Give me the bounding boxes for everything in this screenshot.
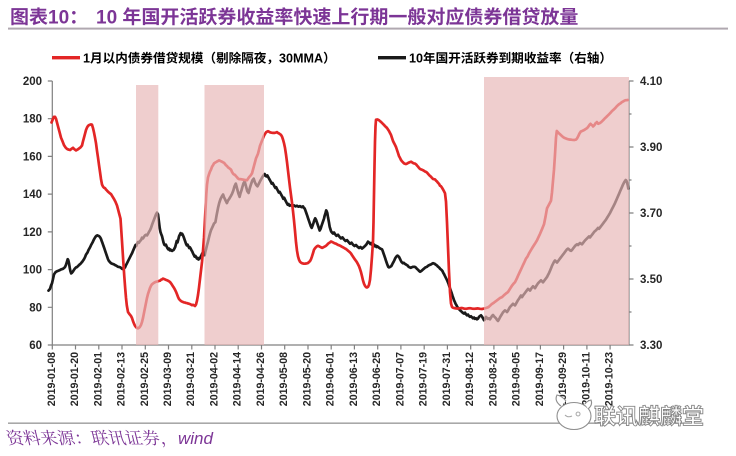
svg-text:2019-06-25: 2019-06-25	[371, 352, 383, 406]
svg-text:140: 140	[23, 189, 42, 201]
svg-text:2019-09-17: 2019-09-17	[534, 352, 546, 406]
svg-text:80: 80	[29, 302, 42, 314]
svg-text:2019-08-24: 2019-08-24	[487, 352, 499, 406]
svg-text:2019-05-08: 2019-05-08	[278, 352, 290, 406]
svg-text:60: 60	[29, 340, 42, 352]
svg-text:3.30: 3.30	[640, 340, 662, 352]
svg-text:wind: wind	[178, 429, 214, 448]
svg-text:2019-04-26: 2019-04-26	[255, 352, 267, 406]
svg-text:2019-07-31: 2019-07-31	[441, 352, 453, 406]
svg-text:2019-10-11: 2019-10-11	[580, 352, 592, 406]
svg-text:2019-03-09: 2019-03-09	[162, 352, 174, 406]
svg-text:10: 10	[96, 8, 117, 29]
svg-text:2019-02-13: 2019-02-13	[116, 352, 128, 406]
svg-text:3.70: 3.70	[640, 208, 662, 220]
svg-text:120: 120	[23, 227, 42, 239]
svg-text:2019-10-23: 2019-10-23	[604, 352, 616, 406]
svg-text:2019-07-19: 2019-07-19	[418, 352, 430, 406]
svg-text:10: 10	[48, 8, 69, 29]
svg-text:2019-01-20: 2019-01-20	[69, 352, 81, 406]
svg-text:160: 160	[23, 151, 42, 163]
svg-text:3.50: 3.50	[640, 274, 662, 286]
svg-text:1: 1	[83, 52, 90, 66]
svg-text:2019-02-01: 2019-02-01	[92, 352, 104, 406]
svg-text:2019-09-29: 2019-09-29	[557, 352, 569, 406]
svg-text:4.10: 4.10	[640, 76, 662, 88]
svg-text:2019-06-13: 2019-06-13	[348, 352, 360, 406]
svg-text:100: 100	[23, 265, 42, 277]
svg-text:2019-04-14: 2019-04-14	[232, 352, 244, 406]
svg-text:2019-05-20: 2019-05-20	[302, 352, 314, 406]
svg-text:180: 180	[23, 114, 42, 126]
svg-text:2019-04-02: 2019-04-02	[209, 352, 221, 406]
svg-text:30MMA: 30MMA	[279, 52, 323, 66]
svg-text:2019-06-01: 2019-06-01	[325, 352, 337, 406]
svg-text:2019-08-12: 2019-08-12	[464, 352, 476, 406]
svg-text:200: 200	[23, 76, 42, 88]
svg-text:2019-09-05: 2019-09-05	[511, 352, 523, 406]
svg-text:10: 10	[409, 52, 423, 66]
svg-text:2019-03-21: 2019-03-21	[185, 352, 197, 406]
svg-text:2019-07-07: 2019-07-07	[394, 352, 406, 406]
svg-text:2019-02-25: 2019-02-25	[139, 352, 151, 406]
svg-text:3.90: 3.90	[640, 142, 662, 154]
svg-text:2019-01-08: 2019-01-08	[46, 352, 58, 406]
